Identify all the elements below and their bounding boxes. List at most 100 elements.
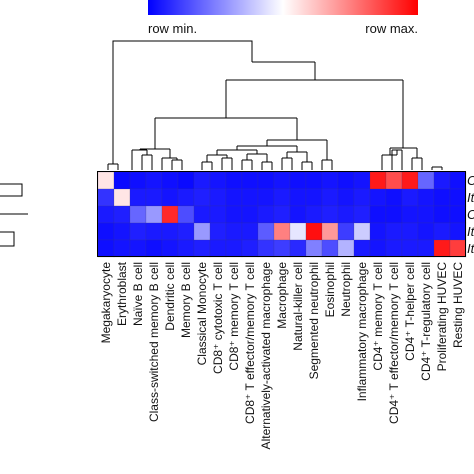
heatmap-cell (209, 171, 227, 190)
heatmap-cell (305, 171, 323, 190)
row-label: C (467, 173, 474, 188)
heatmap-cell (337, 222, 355, 241)
heatmap-border (97, 171, 466, 257)
heatmap-cell (433, 171, 451, 190)
legend-min-label: row min. (148, 21, 197, 36)
heatmap-cell (177, 239, 195, 258)
heatmap-cell (401, 171, 419, 190)
column-label: Resting HUVEC (451, 262, 465, 348)
column-label: CD8⁺ cytotoxic T cell (211, 262, 225, 374)
heatmap-cell (177, 171, 195, 190)
heatmap-cell (209, 239, 227, 258)
heatmap-cell (257, 222, 275, 241)
heatmap-cell (433, 239, 451, 258)
column-label: Natural-killer cell (291, 262, 305, 351)
heatmap-cell (145, 239, 163, 258)
column-label: CD4⁺ T-regulatory cell (419, 262, 433, 381)
heatmap-cell (385, 171, 403, 190)
row-label: It (467, 224, 474, 239)
column-dendrogram (107, 40, 443, 170)
heatmap-cell (177, 222, 195, 241)
heatmap-cell (289, 222, 307, 241)
heatmap-cell (113, 188, 131, 207)
heatmap-cell (353, 171, 371, 190)
row-dendrogram (0, 183, 28, 247)
column-label: Megakaryocyte (99, 262, 113, 344)
heatmap-cell (97, 239, 115, 258)
heatmap-cell (241, 239, 259, 258)
column-label: CD8⁺ T effector/memory T cell (243, 262, 257, 424)
heatmap-cell (353, 205, 371, 224)
heatmap-cell (305, 205, 323, 224)
column-label: Alternatively-activated macrophage (259, 262, 273, 450)
heatmap-cell (193, 222, 211, 241)
heatmap-cell (417, 222, 435, 241)
heatmap-cell (225, 222, 243, 241)
color-legend: row min. row max. (148, 0, 418, 36)
heatmap-cell (401, 222, 419, 241)
heatmap-cell (129, 205, 147, 224)
column-label: Erythroblast (115, 261, 129, 326)
column-label: CD8⁺ memory T cell (227, 262, 241, 371)
row-labels: C It C It It (467, 173, 474, 256)
heatmap-cell (369, 205, 387, 224)
heatmap-cell (369, 171, 387, 190)
column-labels: Megakaryocyte Erythroblast Naïve B cell Cla… (99, 261, 465, 449)
heatmap-cell (129, 188, 147, 207)
heatmap-cell (385, 188, 403, 207)
column-label: CD4⁺ T-helper cell (403, 262, 417, 361)
heatmap-cell (97, 188, 115, 207)
column-label: CD4⁺ T effector/memory T cell (387, 262, 401, 424)
heatmap-cell (353, 239, 371, 258)
column-label: CD4⁺ memory T cell (371, 262, 385, 371)
column-label: Segmented neutrophil (307, 262, 321, 379)
heatmap-cell (209, 205, 227, 224)
heatmap-cell (417, 171, 435, 190)
heatmap-cell (145, 188, 163, 207)
heatmap-cell (129, 222, 147, 241)
heatmap-cell (273, 222, 291, 241)
column-label: Inflammatory macrophage (355, 262, 369, 402)
column-label: Classical Monocyte (195, 262, 209, 366)
heatmap-cell (209, 188, 227, 207)
heatmap-cell (337, 239, 355, 258)
heatmap-cell (193, 239, 211, 258)
heatmap-cell (433, 205, 451, 224)
heatmap-cell (321, 222, 339, 241)
legend-max-label: row max. (365, 21, 418, 36)
heatmap-cell (353, 188, 371, 207)
heatmap-cell (289, 205, 307, 224)
heatmap-cell (177, 188, 195, 207)
heatmap-cell (257, 188, 275, 207)
heatmap-cell (353, 222, 371, 241)
heatmap-cell (97, 205, 115, 224)
heatmap-cell (209, 222, 227, 241)
column-label: Naïve B cell (131, 262, 145, 326)
column-label: Neutrophil (339, 262, 353, 317)
heatmap-cell (193, 205, 211, 224)
heatmap-cell (417, 188, 435, 207)
heatmap-cell (305, 239, 323, 258)
heatmap-cell (433, 188, 451, 207)
heatmap-cell (417, 205, 435, 224)
heatmap-cell (225, 205, 243, 224)
column-label: Proliferating HUVEC (435, 262, 449, 372)
heatmap-cell (145, 171, 163, 190)
heatmap-cell (449, 205, 467, 224)
heatmap-cell (241, 171, 259, 190)
heatmap-cell (177, 205, 195, 224)
heatmap-cell (337, 188, 355, 207)
heatmap-cell (145, 222, 163, 241)
heatmap-cell (369, 239, 387, 258)
row-label: C (467, 207, 474, 222)
heatmap-cell (193, 188, 211, 207)
heatmap-cell (273, 188, 291, 207)
heatmap-cell (305, 188, 323, 207)
row-label: It (467, 190, 474, 205)
heatmap-cell (113, 171, 131, 190)
heatmap-cell (257, 171, 275, 190)
heatmap-cell (225, 188, 243, 207)
heatmap-cell (305, 222, 323, 241)
heatmap-cell (321, 171, 339, 190)
